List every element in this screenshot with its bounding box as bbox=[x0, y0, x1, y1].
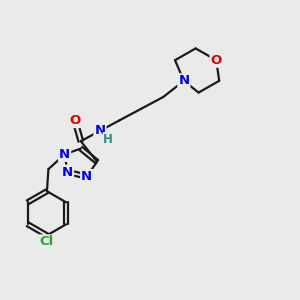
Text: N: N bbox=[81, 170, 92, 183]
Text: N: N bbox=[94, 124, 106, 137]
Text: Cl: Cl bbox=[40, 236, 54, 248]
Text: N: N bbox=[178, 74, 189, 87]
Text: O: O bbox=[69, 114, 80, 127]
Text: O: O bbox=[211, 54, 222, 67]
Text: N: N bbox=[59, 148, 70, 161]
Text: H: H bbox=[103, 133, 113, 146]
Text: N: N bbox=[62, 166, 73, 178]
